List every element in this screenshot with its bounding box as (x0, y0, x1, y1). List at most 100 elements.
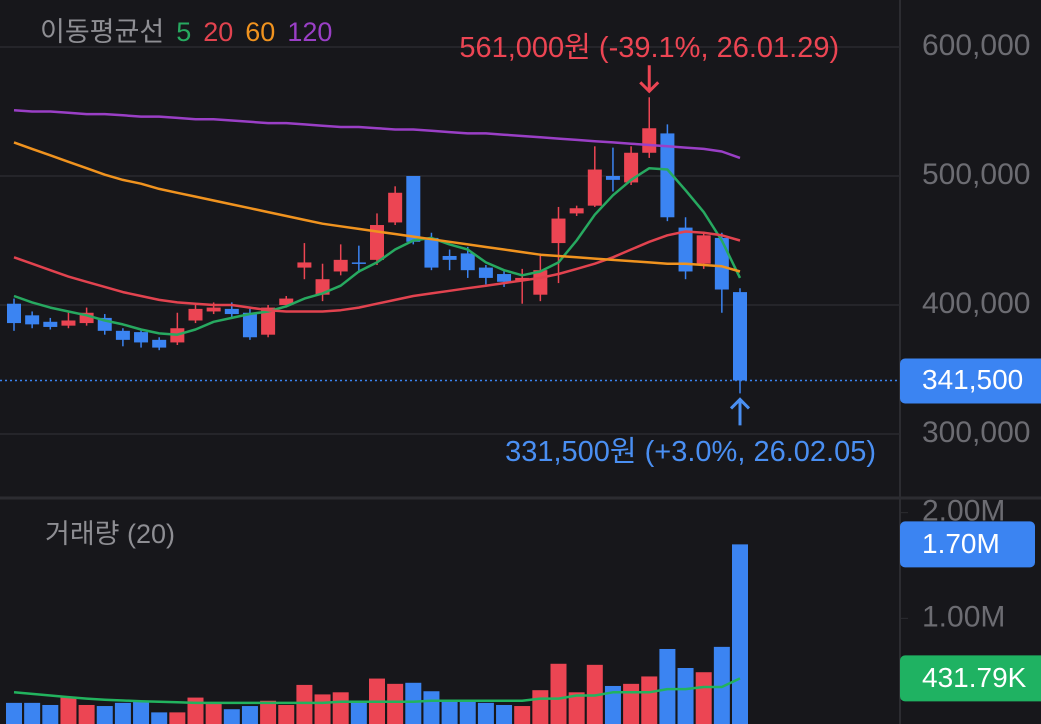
volume-bar (96, 706, 113, 724)
candle-body (134, 332, 149, 343)
y-tick-label: 1.00M (922, 600, 1005, 633)
candle-body (533, 270, 548, 295)
volume-bar (477, 702, 494, 724)
candle-body (388, 192, 403, 223)
volume-bar (659, 648, 676, 724)
volume-average-tag (900, 655, 1041, 702)
annotation-arrow (639, 65, 660, 94)
volume-bar (114, 702, 131, 724)
candle-body (660, 133, 675, 218)
candle-body (188, 308, 203, 321)
candle-body (424, 237, 439, 268)
volume-bar (423, 691, 440, 724)
volume-bar (332, 692, 349, 724)
volume-bar (169, 712, 186, 724)
volume-bar (641, 676, 658, 724)
candle-body (460, 253, 475, 271)
candle-body (696, 235, 711, 264)
volume-bar (24, 702, 41, 724)
candle-body (224, 308, 239, 315)
volume-bar (514, 706, 531, 724)
candle-body (261, 307, 276, 335)
candle-body (79, 312, 94, 324)
volume-tag (900, 521, 1035, 568)
volume-bar (350, 702, 367, 724)
volume-bar (6, 702, 22, 724)
candle-body (678, 227, 693, 272)
candle-body (605, 175, 620, 180)
volume-bar (441, 699, 458, 724)
candle-body (43, 321, 58, 327)
legend-item: 5 (176, 17, 191, 47)
volume-bar (314, 694, 331, 724)
volume-bar (532, 690, 549, 724)
candle-body (61, 320, 76, 326)
candle-body (351, 262, 366, 264)
volume-bar (550, 663, 567, 724)
volume-bar (205, 702, 222, 724)
volume-bar (695, 672, 712, 724)
candle-body (497, 274, 512, 282)
volume-average-line (13, 677, 741, 705)
moving-average-line (13, 141, 741, 273)
volume-bar (260, 700, 277, 724)
annotation-arrow (729, 397, 751, 426)
candle-body (206, 307, 221, 312)
moving-average-line (13, 108, 741, 160)
y-tick-label: 400,000 (922, 287, 1030, 320)
volume-bar (151, 712, 168, 724)
candle-body (587, 169, 602, 206)
volume-tag-label: 1.70M (922, 528, 1000, 559)
volume-bar (296, 684, 313, 724)
candle-body (478, 267, 493, 278)
candle-body (406, 175, 421, 242)
price-tag-label: 341,500 (922, 364, 1023, 395)
candle-body (714, 237, 729, 290)
y-tick-label: 500,000 (922, 158, 1030, 191)
volume-bar (278, 704, 295, 724)
legend-item: 20 (203, 17, 233, 47)
volume-bar (78, 704, 95, 724)
candle-body (624, 152, 639, 183)
volume-bar (187, 697, 204, 724)
volume-bar (60, 696, 77, 724)
candle-body (515, 277, 530, 281)
moving-average-line (13, 166, 742, 336)
candle-body (370, 225, 384, 260)
y-tick-label: 300,000 (922, 416, 1030, 449)
candle-body (442, 255, 457, 260)
volume-bar (568, 692, 585, 724)
candle-body (242, 312, 257, 338)
volume-title: 거래량 (20) (45, 519, 175, 549)
candle-body (733, 292, 747, 381)
volume-average-tag-label: 431.79K (922, 662, 1027, 693)
candle-body (642, 128, 657, 153)
candle-body (7, 303, 21, 324)
volume-bar (42, 704, 59, 724)
price-tag (900, 358, 1041, 404)
volume-bar (677, 668, 694, 724)
candle-body (551, 218, 566, 244)
volume-bar (223, 709, 240, 724)
volume-bar (241, 706, 258, 724)
candle-body (115, 330, 130, 340)
candle-body (297, 262, 312, 268)
volume-bar (459, 701, 476, 724)
legend-item: 60 (245, 17, 275, 47)
volume-bar (405, 682, 422, 724)
volume-bar (387, 683, 404, 724)
annotation: 561,000원 (-39.1%, 26.01.29) (459, 32, 839, 64)
y-tick-label: 600,000 (922, 29, 1030, 62)
candle-body (25, 315, 40, 325)
volume-bar (496, 704, 513, 724)
candle-body (569, 208, 584, 214)
volume-bar (713, 646, 730, 724)
volume-bar (133, 700, 150, 724)
volume-bar (732, 544, 748, 724)
volume-bar (623, 683, 640, 724)
candle-body (279, 298, 294, 306)
annotation: 331,500원 (+3.0%, 26.02.05) (505, 436, 876, 468)
volume-bar (604, 685, 621, 724)
